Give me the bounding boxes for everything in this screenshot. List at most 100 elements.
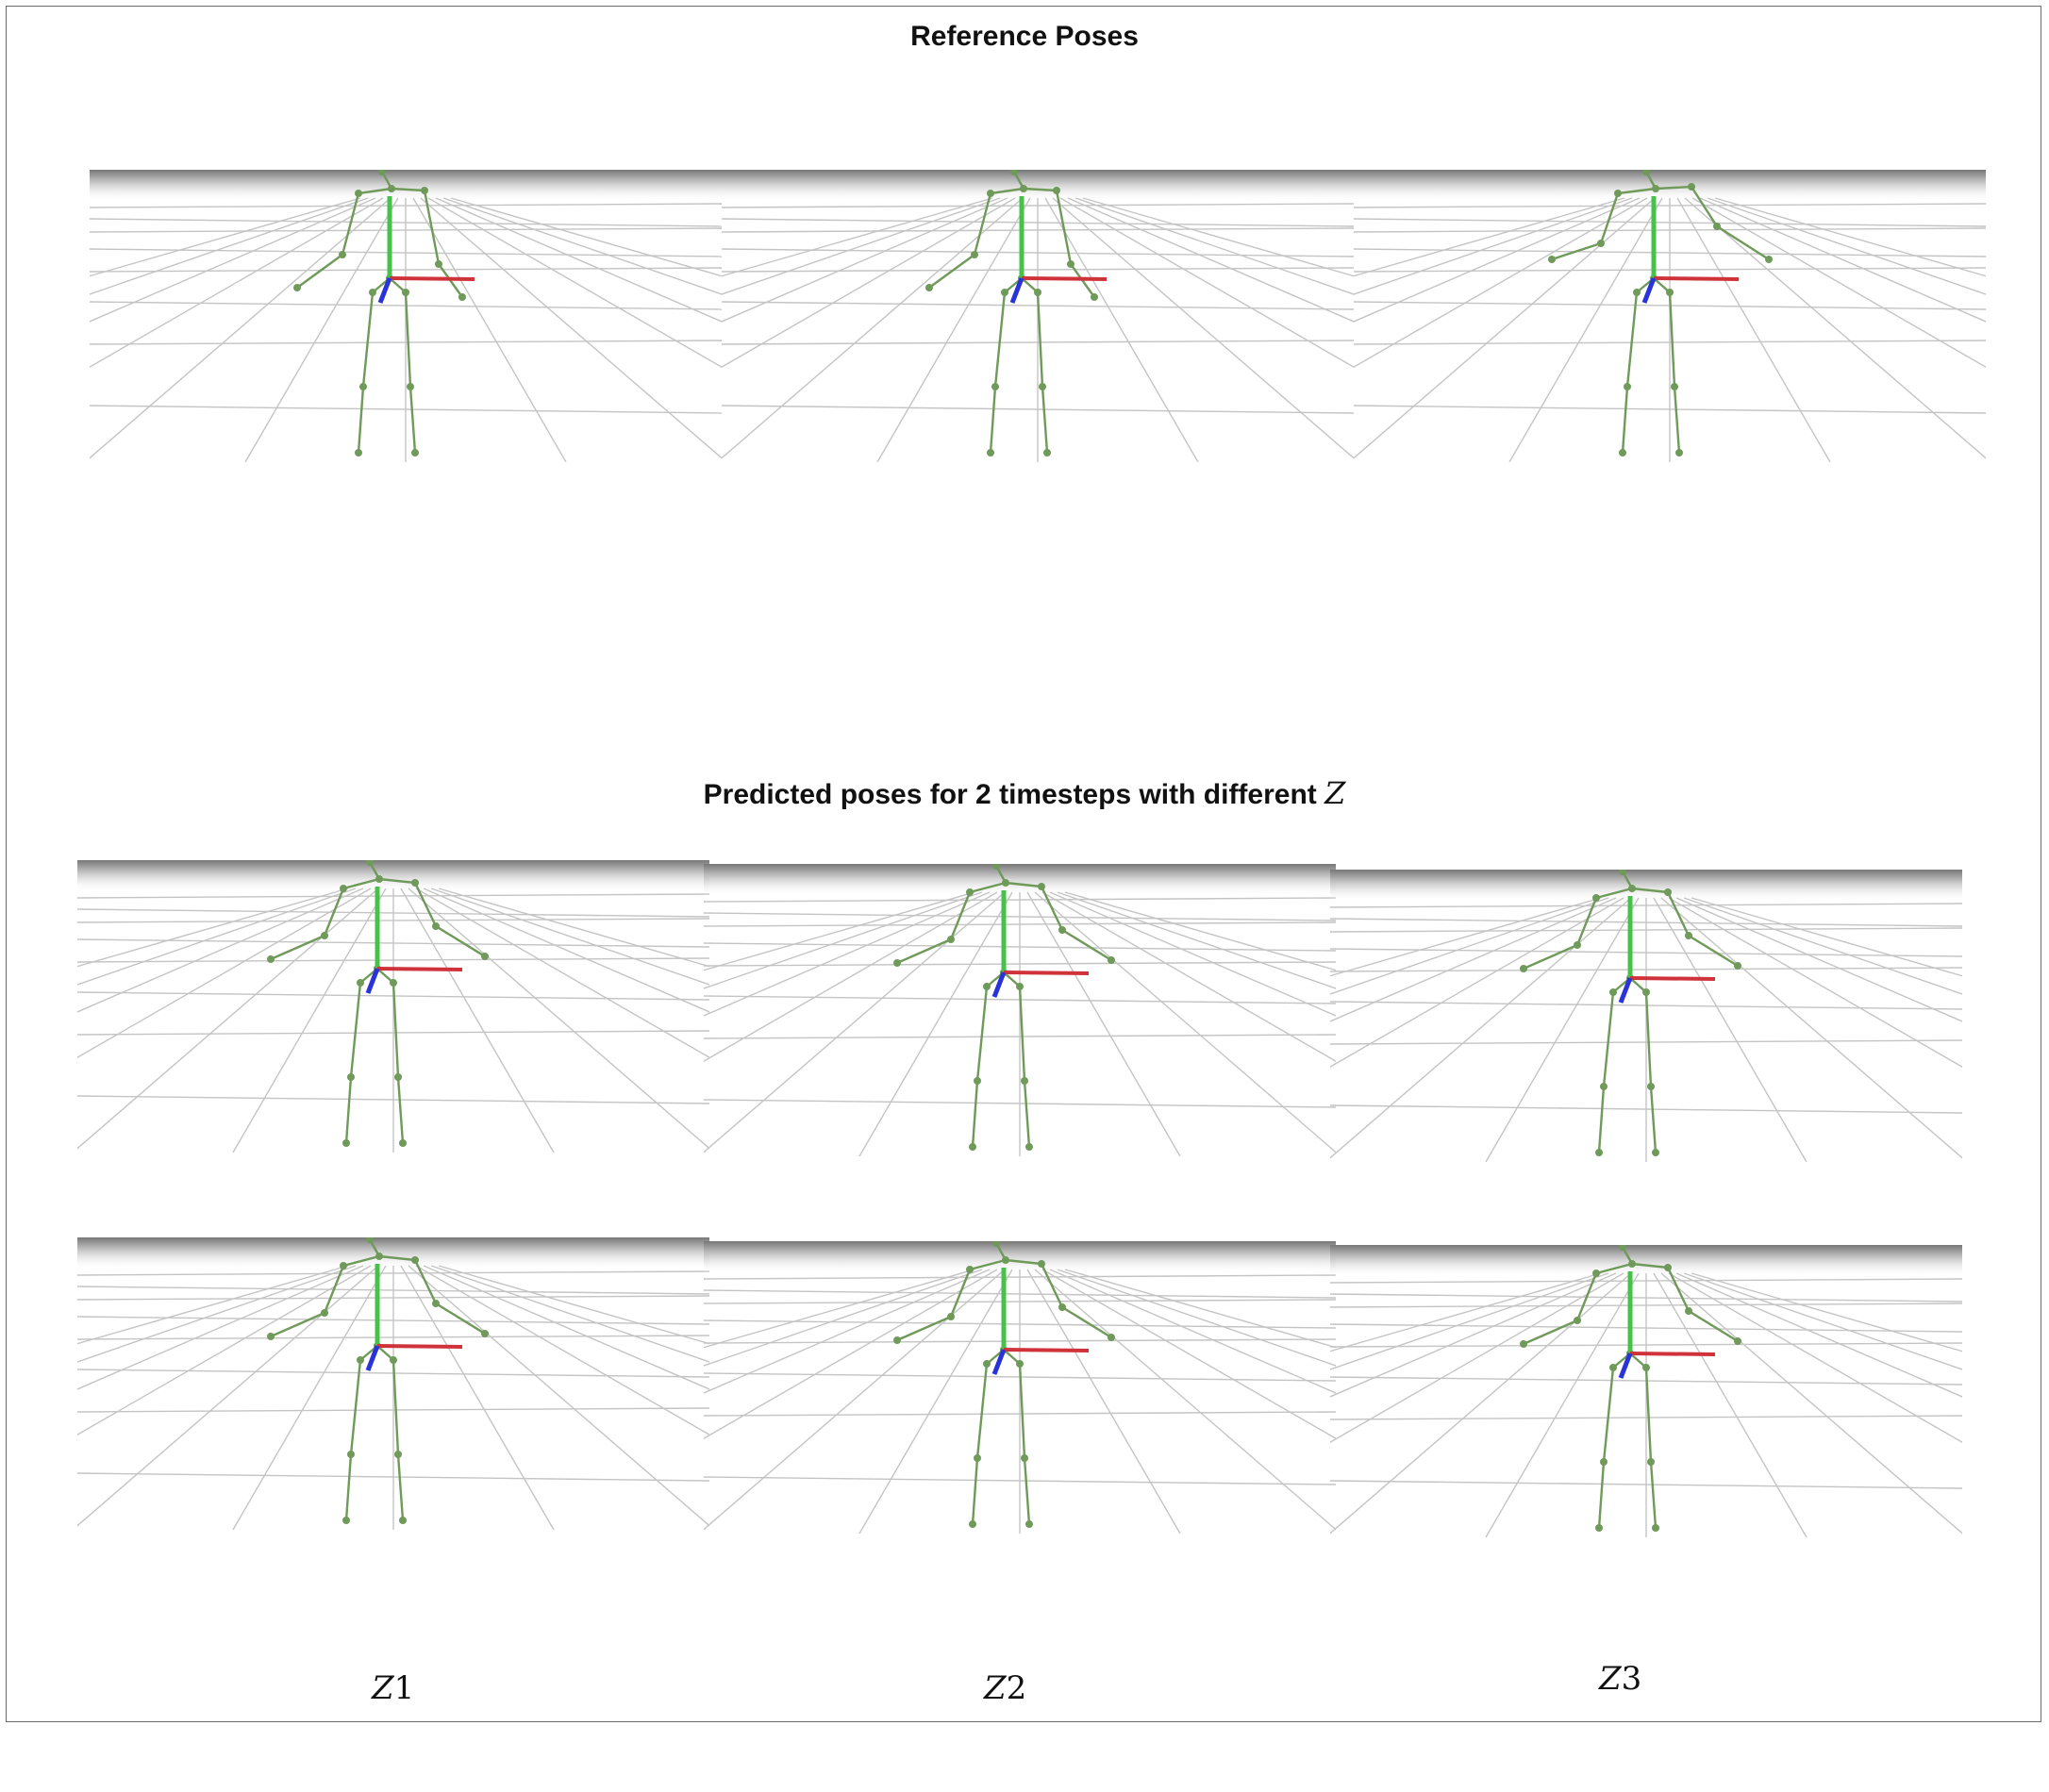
skeleton-bone — [1668, 291, 1676, 388]
skeleton-bone — [975, 1363, 989, 1459]
skeleton-joint — [1091, 292, 1099, 301]
skeleton-joint — [411, 1256, 420, 1265]
reference-pose-panel-3 — [1354, 170, 1986, 462]
predicted-pose-row2-col1 — [77, 1237, 709, 1530]
skeleton-bone — [1036, 291, 1044, 388]
skeleton-joint — [892, 958, 901, 967]
skeleton-joint — [925, 283, 933, 291]
skeleton-bone — [391, 982, 400, 1078]
skeleton-joint — [1016, 982, 1024, 990]
skeleton-bone — [357, 386, 365, 454]
skeleton-bone — [973, 192, 992, 256]
skeleton — [292, 170, 467, 457]
axis-x — [1021, 276, 1108, 281]
skeleton-joint — [1600, 1457, 1608, 1466]
skeleton-bone — [993, 291, 1007, 388]
column-label-index: 1 — [393, 1669, 415, 1707]
skeleton-joint — [1021, 1076, 1029, 1085]
skeleton-joint — [411, 879, 420, 888]
skeleton-joint — [1685, 1306, 1693, 1315]
skeleton-bone — [1005, 1258, 1042, 1266]
skeleton-joint — [347, 1072, 356, 1081]
pose-scene — [1330, 1245, 1962, 1537]
skeleton-bone — [435, 1302, 486, 1336]
skeleton-bone — [323, 1265, 345, 1314]
skeleton-joint — [399, 1517, 408, 1525]
skeleton-joint — [1108, 1333, 1116, 1341]
skeleton-bone — [1602, 1367, 1615, 1463]
axis-x — [1003, 971, 1090, 975]
skeleton-bone — [990, 187, 1024, 195]
skeleton-joint — [1734, 1336, 1742, 1345]
reference-title: Reference Poses — [0, 21, 2049, 53]
skeleton-bone — [361, 291, 375, 388]
skeleton-joint — [1619, 449, 1627, 457]
skeleton-joint — [969, 1143, 977, 1152]
skeleton — [266, 860, 490, 1148]
skeleton-joint — [321, 1308, 329, 1317]
skeleton-joint — [1002, 1256, 1010, 1265]
skeleton-joint — [481, 1329, 490, 1337]
skeleton — [925, 170, 1099, 457]
skeleton-bone — [896, 937, 952, 965]
skeleton-joint — [1038, 1260, 1046, 1269]
skeleton-bone — [342, 877, 380, 890]
skeleton-bone — [1575, 1272, 1598, 1321]
skeleton-joint — [394, 1450, 403, 1458]
column-label-z2: Z2 — [984, 1669, 1026, 1707]
skeleton-joint — [1675, 449, 1684, 457]
skeleton-joint — [388, 185, 396, 193]
predicted-pose-row2-col2 — [704, 1241, 1336, 1534]
skeleton-bone — [1716, 224, 1770, 261]
pose-scene — [77, 1237, 709, 1530]
floor-grid — [722, 197, 1354, 462]
axis-x — [1629, 976, 1716, 981]
skeleton-bone — [344, 1453, 353, 1521]
skeleton-bone — [1018, 1363, 1026, 1459]
skeleton-bone — [391, 187, 425, 192]
predicted-pose-row2-col3 — [1330, 1245, 1962, 1537]
skeleton-joint — [1642, 987, 1651, 996]
skeleton — [892, 864, 1116, 1152]
skeleton-bone — [404, 291, 412, 388]
skeleton-joint — [1734, 961, 1742, 970]
floor-grid — [1330, 897, 1962, 1162]
skeleton-joint — [421, 187, 429, 195]
skeleton-joint — [1025, 1143, 1034, 1152]
skeleton-bone — [1061, 1305, 1112, 1339]
predicted-pose-row1-col3 — [1330, 870, 1962, 1162]
axis-x — [376, 1344, 463, 1349]
skeleton-joint — [992, 864, 1000, 870]
skeleton-joint — [435, 259, 443, 268]
skeleton — [1547, 170, 1774, 457]
skeleton-bone — [413, 882, 438, 927]
floor-grid — [704, 1269, 1336, 1534]
skeleton-joint — [892, 1336, 901, 1344]
skeleton-joint — [375, 1253, 384, 1261]
skeleton-bone — [1018, 986, 1026, 1082]
axis-x — [376, 967, 463, 971]
floor-grid — [1330, 1272, 1962, 1537]
skeleton-joint — [1642, 1363, 1651, 1371]
skeleton-joint — [1628, 1260, 1637, 1269]
skeleton-joint — [1595, 1524, 1604, 1533]
pose-scene — [90, 170, 722, 462]
skeleton-joint — [390, 978, 398, 987]
skeleton-bone — [344, 1076, 353, 1144]
skeleton-joint — [966, 888, 975, 897]
skeleton-bone — [270, 934, 325, 961]
axis-z — [1618, 977, 1633, 1004]
column-label-symbol: Z — [984, 1669, 1007, 1707]
skeleton-joint — [1688, 182, 1696, 191]
column-label-symbol: Z — [372, 1669, 394, 1707]
skeleton-joint — [947, 935, 956, 943]
skeleton-bone — [1617, 187, 1657, 195]
axis-x — [1653, 276, 1740, 281]
column-label-symbol: Z — [1599, 1660, 1622, 1698]
floor-grid — [77, 1265, 709, 1530]
skeleton-joint — [1685, 931, 1693, 939]
skeleton-bone — [1602, 991, 1615, 1087]
horizon-band — [1330, 1245, 1962, 1277]
horizon-band — [77, 860, 709, 892]
axis-x — [389, 276, 475, 281]
